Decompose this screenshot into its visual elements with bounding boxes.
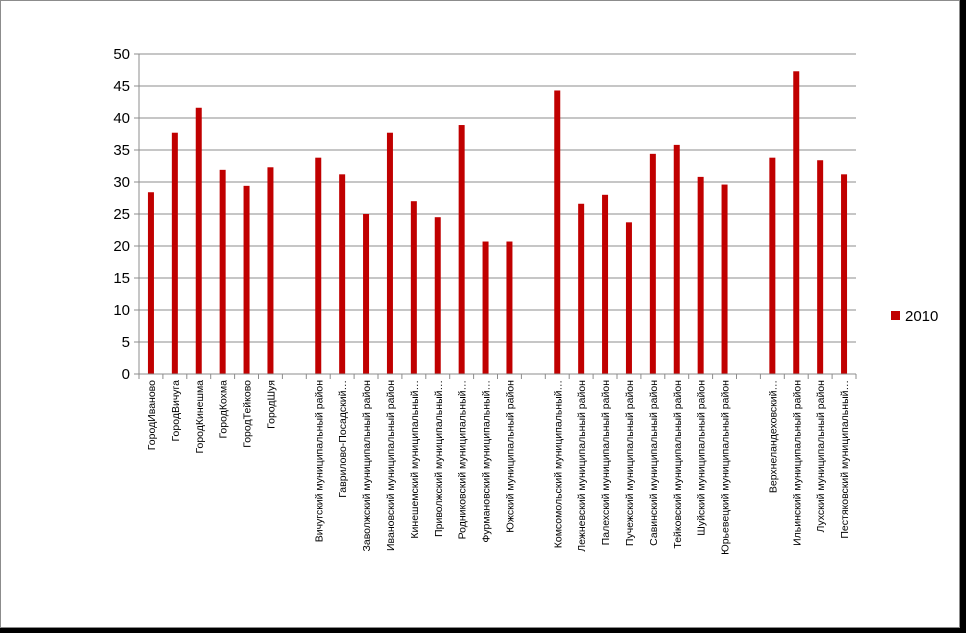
bar — [386, 132, 393, 374]
x-category-label: Гаврилово-Посадский… — [337, 380, 349, 498]
x-category-label: Южский муниципальный район — [504, 380, 516, 533]
x-category-label: Заволжский муниципальный район — [361, 380, 373, 552]
y-tick-label: 30 — [113, 174, 130, 191]
x-category-label: Шуйский муниципальный район — [696, 380, 708, 536]
bar — [769, 157, 776, 374]
x-category-label: ГородТейково — [242, 380, 254, 448]
y-tick-label: 5 — [122, 334, 130, 351]
x-category-label: Тейковский муниципальный район — [672, 380, 684, 549]
x-category-label: Ивановский муниципальный район — [385, 380, 397, 551]
bar — [458, 125, 465, 374]
x-category-label: Комсомольский муниципальный… — [552, 380, 564, 548]
bar — [721, 184, 728, 374]
bars — [147, 71, 848, 374]
legend: 2010 — [891, 308, 938, 325]
x-category-label: Верхнеландеховский… — [767, 380, 779, 493]
y-tick-label: 20 — [113, 238, 130, 255]
y-tick-label: 35 — [113, 142, 130, 159]
bar — [410, 201, 417, 374]
x-category-label: Савинский муниципальный район — [648, 380, 660, 546]
x-category-label: Вичугский муниципальный район — [313, 380, 325, 542]
bar — [339, 174, 346, 374]
bar — [506, 241, 513, 374]
bar — [554, 90, 561, 374]
y-tick-label: 15 — [113, 270, 130, 287]
bar — [602, 194, 609, 374]
gridlines — [139, 53, 856, 343]
y-tick-label: 25 — [113, 206, 130, 223]
axes — [138, 54, 857, 379]
y-axis-ticks: 0 5 10 15 20 25 30 35 40 45 50 — [113, 46, 139, 383]
bar — [482, 241, 489, 374]
x-category-label: ГородКинешма — [194, 380, 206, 454]
x-category-label: Пучежский муниципальный район — [624, 380, 636, 546]
legend-swatch — [891, 311, 900, 320]
y-tick-label: 40 — [113, 110, 130, 127]
x-category-label: Палехский муниципальный район — [600, 380, 612, 546]
bar — [817, 160, 824, 374]
y-tick-label: 0 — [122, 366, 130, 383]
x-category-label: Родниковский муниципальный… — [457, 380, 469, 539]
x-category-label: Ильинский муниципальный район — [791, 380, 803, 546]
x-category-label: Лухский муниципальный район — [815, 380, 827, 533]
x-category-label: Юрьевецкий муниципальный район — [720, 380, 732, 555]
bar — [841, 174, 848, 374]
x-category-label: ГородШуя — [265, 380, 277, 429]
x-category-label: ГородКохма — [218, 380, 230, 439]
x-category-label: Лежневский муниципальный район — [576, 380, 588, 552]
y-tick-label: 50 — [113, 46, 130, 63]
bar — [649, 153, 656, 374]
y-tick-label: 10 — [113, 302, 130, 319]
bar — [243, 185, 250, 374]
bar — [267, 167, 274, 374]
bar — [793, 71, 800, 374]
bar — [434, 217, 441, 374]
x-category-label: Фурмановский муниципальный… — [481, 380, 493, 543]
x-axis-labels: ГородИваново ГородВичуга ГородКинешма Город… — [146, 380, 851, 555]
x-category-label: Кинешемский муниципальный… — [409, 380, 421, 539]
x-category-label: Приволжский муниципальный… — [433, 380, 445, 537]
x-category-label: Пестяковский муниципальный… — [839, 380, 851, 539]
x-category-label: ГородВичуга — [170, 380, 182, 442]
bar — [171, 132, 178, 374]
bar — [315, 157, 322, 374]
bar — [673, 144, 680, 374]
bar — [195, 107, 202, 374]
bar — [625, 222, 632, 374]
legend-label: 2010 — [905, 308, 938, 325]
bar — [363, 214, 370, 374]
bar — [697, 176, 704, 374]
bar — [578, 203, 585, 374]
x-category-label: ГородИваново — [146, 380, 158, 450]
bar — [219, 169, 226, 374]
y-tick-label: 45 — [113, 78, 130, 95]
bar — [147, 192, 154, 374]
